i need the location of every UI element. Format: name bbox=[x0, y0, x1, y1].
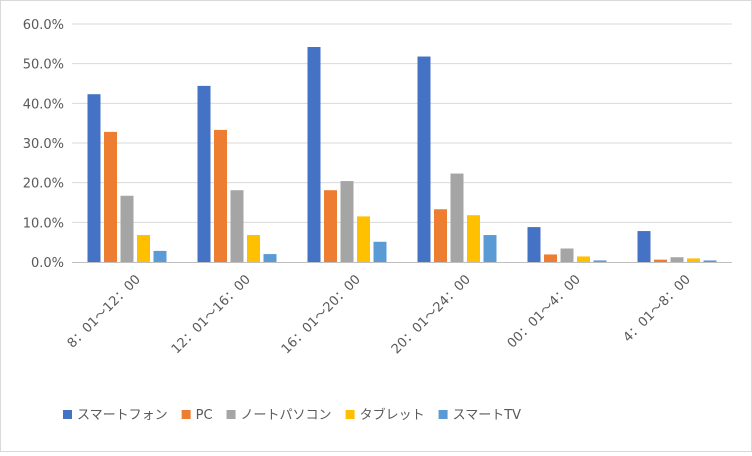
legend-swatch bbox=[438, 410, 448, 419]
y-tick-label: 60.0% bbox=[23, 18, 64, 33]
bar bbox=[670, 257, 684, 262]
bar bbox=[230, 190, 244, 262]
bar bbox=[417, 56, 431, 262]
bar bbox=[467, 215, 480, 262]
legend-label: スマートTV bbox=[453, 408, 522, 423]
legend-label: スマートフォン bbox=[77, 408, 168, 423]
bar bbox=[357, 216, 370, 262]
bar bbox=[87, 94, 101, 263]
bar bbox=[307, 47, 321, 262]
bar bbox=[247, 235, 260, 262]
y-tick-label: 0.0% bbox=[31, 256, 64, 271]
legend-swatch bbox=[226, 410, 236, 419]
y-tick-label: 10.0% bbox=[23, 216, 64, 231]
y-tick-label: 30.0% bbox=[23, 137, 64, 152]
y-tick-label: 20.0% bbox=[23, 177, 64, 192]
bar bbox=[153, 250, 167, 262]
bar bbox=[104, 131, 117, 262]
gridlines bbox=[72, 23, 732, 223]
bar bbox=[703, 260, 717, 262]
legend-swatch bbox=[181, 410, 191, 419]
legend-swatch bbox=[63, 410, 72, 419]
bar bbox=[263, 254, 277, 262]
bar bbox=[197, 85, 211, 262]
bar bbox=[560, 248, 574, 262]
bar bbox=[654, 259, 667, 262]
bars bbox=[87, 47, 717, 263]
bar bbox=[687, 258, 700, 262]
legend: スマートフォン PC ノートパソコン タブレット スマートTV bbox=[63, 407, 521, 423]
bar bbox=[527, 227, 541, 262]
bar bbox=[544, 254, 557, 262]
bar bbox=[137, 235, 150, 262]
bar bbox=[324, 190, 337, 262]
bar bbox=[577, 256, 590, 262]
bar bbox=[593, 260, 607, 262]
bar bbox=[340, 181, 354, 262]
bar bbox=[637, 231, 651, 262]
bar bbox=[483, 235, 497, 262]
legend-swatch bbox=[345, 410, 355, 419]
bar bbox=[434, 209, 447, 262]
legend-label: PC bbox=[196, 408, 213, 423]
legend-label: タブレット bbox=[360, 407, 425, 423]
bar bbox=[450, 173, 464, 262]
bar bbox=[214, 129, 227, 262]
bar bbox=[373, 241, 387, 262]
y-tick-label: 40.0% bbox=[23, 97, 64, 112]
bar bbox=[120, 195, 134, 262]
y-tick-label: 50.0% bbox=[23, 58, 64, 73]
legend-label: ノートパソコン bbox=[241, 408, 332, 423]
